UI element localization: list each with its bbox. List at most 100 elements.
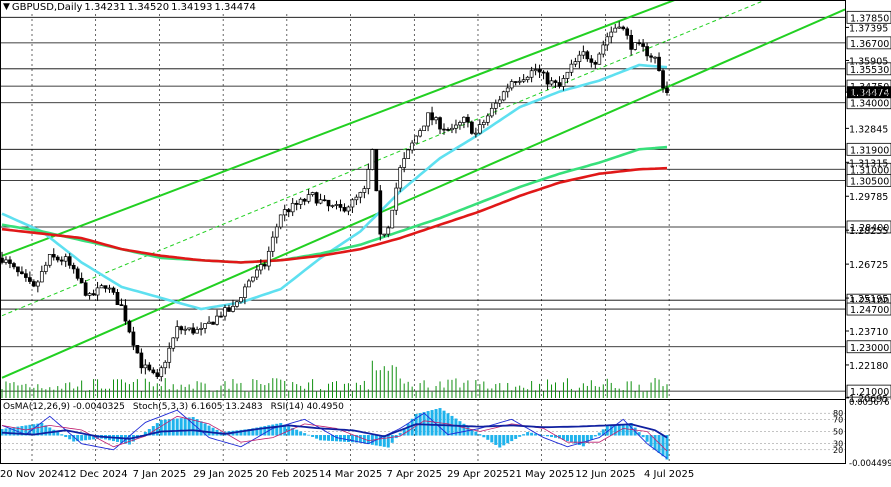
osma-bar	[64, 435, 68, 438]
y-tick-label: 1.25195	[849, 294, 888, 305]
osma-bar	[311, 435, 315, 437]
candle-body	[282, 209, 287, 216]
candle-body	[163, 361, 168, 369]
osma-bar	[514, 435, 518, 439]
level-box	[846, 62, 891, 76]
candle-body	[446, 129, 450, 131]
candle-body	[581, 51, 586, 56]
candle-body	[306, 194, 311, 202]
y-tick-label: 1.37395	[849, 23, 888, 34]
candle-body	[127, 320, 132, 333]
osma-bar	[80, 435, 84, 441]
candle-body	[629, 35, 634, 50]
osma-bar	[589, 435, 593, 440]
osma-bar	[207, 425, 211, 436]
candle-body	[123, 305, 128, 322]
osma-bar	[565, 435, 569, 442]
candle-body	[565, 71, 570, 79]
level-box	[846, 36, 891, 50]
osc-level-label: 50	[833, 428, 843, 437]
candle-body	[450, 127, 454, 131]
osma-bar	[542, 435, 546, 436]
candle-body	[147, 364, 152, 371]
y-tick-label: 1.23710	[849, 327, 888, 338]
candle-body	[20, 271, 24, 275]
level-label: 1.34000	[850, 99, 889, 110]
candle-body	[258, 264, 263, 271]
candle-body	[298, 198, 303, 205]
candle-body	[621, 26, 626, 30]
candle-body	[350, 199, 355, 208]
symbol-label: GBPUSD,Daily	[11, 2, 83, 13]
candle-body	[99, 285, 104, 289]
candle-body	[314, 192, 319, 204]
channel_lower	[1, 86, 668, 379]
osma-bar	[243, 429, 247, 436]
candle-body	[278, 214, 283, 228]
candle-body	[649, 55, 653, 58]
candle-body	[167, 347, 172, 363]
candle-body	[382, 233, 387, 236]
candle-body	[239, 297, 243, 303]
osma-bar	[40, 423, 44, 436]
osma-bar	[239, 429, 243, 436]
level-label: 1.21000	[850, 387, 889, 398]
osma-bar	[486, 435, 490, 440]
osma-bar	[327, 435, 331, 441]
candle-body	[103, 285, 108, 289]
candle-body	[55, 256, 60, 261]
candle-body	[466, 116, 470, 123]
level-label: 1.37850	[850, 13, 889, 24]
channel_upper	[1, 1, 668, 257]
candle-body	[39, 271, 44, 283]
candle-body	[24, 273, 28, 278]
price-levels: 1.378501.367001.355301.347501.340001.319…	[0, 10, 891, 398]
stoch-label: Stoch(5,3,3) 6.1605 13.2483	[132, 402, 263, 412]
current-price-label: 1.34474	[850, 88, 889, 99]
level-label: 1.30500	[850, 176, 889, 187]
candle-body	[573, 61, 578, 65]
candle-body	[159, 367, 164, 377]
osma-bar	[665, 435, 669, 460]
candle-body	[111, 287, 116, 293]
candle-body	[501, 91, 506, 101]
candle-body	[653, 56, 657, 59]
osma-bar	[597, 432, 601, 436]
candle-body	[470, 121, 474, 134]
osma-bar	[163, 419, 167, 436]
y-tick-label: 1.31315	[849, 158, 888, 169]
y-tick-label: 1.34476	[849, 88, 888, 99]
osma-bar	[430, 410, 434, 436]
osma-bar	[546, 435, 550, 437]
arrow-down-icon: ▼	[3, 2, 10, 12]
osma-bar	[92, 435, 96, 440]
candle-body	[8, 259, 12, 264]
candle-body	[625, 28, 630, 36]
candle-body	[243, 286, 247, 298]
candle-body	[641, 43, 645, 47]
candle-body	[183, 328, 188, 331]
level-box	[846, 220, 891, 234]
osma-bar	[350, 435, 354, 443]
osma-bar	[68, 435, 72, 440]
candle-body	[426, 112, 430, 127]
osma-bar	[478, 434, 482, 436]
osma-bar	[32, 424, 36, 436]
candle-body	[553, 80, 558, 83]
candle-body	[75, 268, 80, 279]
osma-bar	[4, 428, 8, 436]
candle-body	[95, 287, 100, 296]
candle-body	[557, 82, 562, 87]
candle-body	[47, 254, 52, 266]
osc-level-label: 70	[833, 415, 843, 424]
candle-body	[374, 149, 379, 192]
candle-body	[87, 293, 92, 296]
osma-bar	[279, 423, 283, 436]
moving-averages	[1, 63, 668, 311]
candle-body	[135, 345, 140, 354]
candle-body	[657, 56, 661, 71]
osma-bar	[526, 432, 530, 436]
x-tick-label: 29 Jan 2025	[193, 469, 253, 480]
osma-bar	[390, 435, 394, 443]
